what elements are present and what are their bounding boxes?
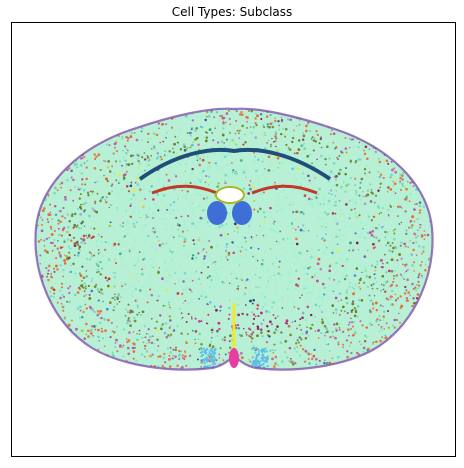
hippocampus-band bbox=[138, 147, 332, 181]
brain-section-scatter bbox=[34, 107, 434, 371]
ventricle-left bbox=[207, 201, 227, 225]
cell-dots bbox=[35, 108, 433, 370]
fiber-tract-right bbox=[251, 184, 318, 195]
midline-region bbox=[215, 186, 245, 204]
ventricle-right bbox=[232, 201, 252, 225]
pink-region-bottom bbox=[229, 348, 239, 368]
plot-area bbox=[11, 22, 456, 457]
fiber-tract-left bbox=[151, 184, 218, 195]
plot-title: Cell Types: Subclass bbox=[171, 5, 293, 19]
